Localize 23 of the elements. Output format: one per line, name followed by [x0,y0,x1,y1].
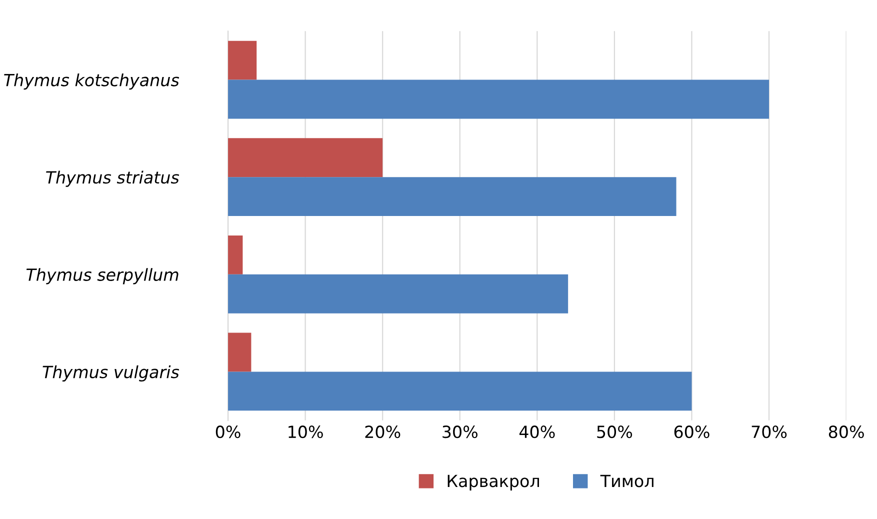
bar [228,274,568,314]
bar [228,80,770,119]
y-tick-label: Thymus vulgaris [42,365,180,382]
y-tick-label: Thymus striatus [46,170,180,187]
y-tick-label: Thymus kotschyanus [4,73,180,90]
bar [228,332,252,372]
x-tick-label: 40% [519,426,555,438]
x-tick-label: 20% [365,426,400,438]
y-tick-label: Thymus serpyllum [26,268,178,284]
legend-label: Тимол [600,474,654,488]
bar [228,40,257,80]
bar [228,372,692,411]
x-tick-label: 60% [674,426,710,438]
legend-label: Карвакрол [448,474,539,490]
bar [228,138,383,178]
bar [228,177,676,216]
x-tick-label: 0% [216,426,240,438]
x-tick-label: 50% [597,426,632,438]
bar [228,235,243,274]
x-tick-label: 70% [752,426,787,438]
x-tick-label: 30% [442,426,478,438]
x-tick-label: 80% [828,426,864,438]
x-tick-label: 10% [288,426,323,438]
